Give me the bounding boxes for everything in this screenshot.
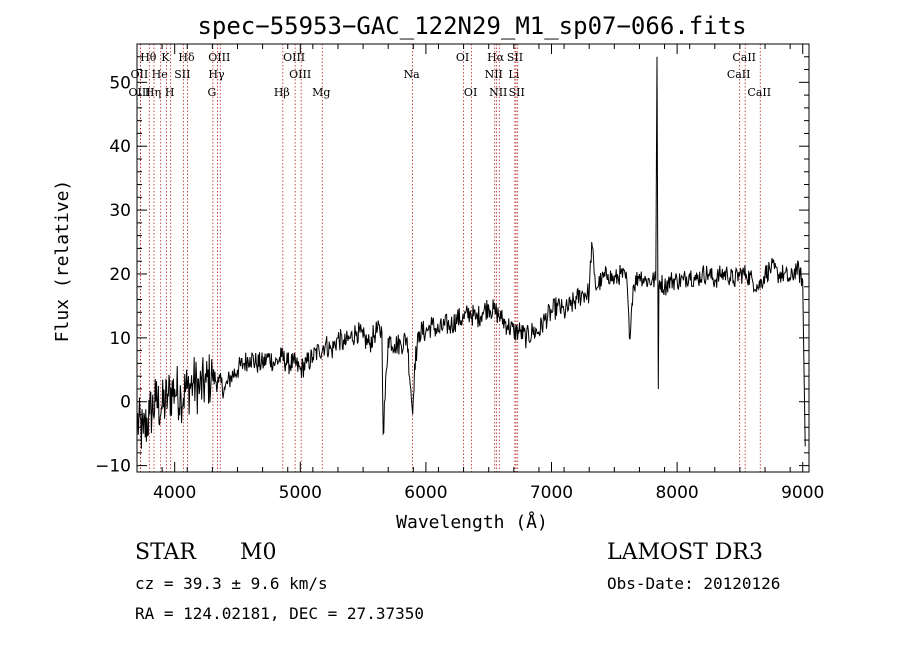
line-label: SII [509,86,525,99]
line-label: K [161,51,170,64]
line-label: NII [485,68,503,81]
x-axis-label: Wavelength (Å) [396,511,548,533]
line-label: Mg [312,86,330,99]
line-label: Hα [487,51,505,64]
line-label: Hθ [140,51,157,64]
line-label: Hγ [208,68,225,81]
y-tick-label: 0 [120,393,131,413]
line-label: NII [489,86,507,99]
chart-title: spec−55953−GAC_122N29_M1_sp07−066.fits [197,12,746,40]
line-label: Na [403,68,420,81]
object-class: STAR [135,540,196,565]
y-tick-label: 30 [109,201,131,221]
x-tick-label: 8000 [655,483,698,503]
line-label: OI [464,86,477,99]
survey-name: LAMOST DR3 [607,540,763,565]
plot-frame [136,43,810,473]
axis-ticks: 4000 5000 6000 7000 8000 9000 −10 0 10 20 30 40 50 [95,44,824,503]
x-tick-label: 4000 [153,483,196,503]
observation-date: Obs-Date: 20120126 [607,574,781,593]
line-label: CaII [732,51,756,64]
line-label: Hδ [178,51,195,64]
ra-dec: RA = 124.02181, DEC = 27.37350 [135,604,424,623]
line-label: OII [131,68,149,81]
line-label: G [207,86,216,99]
y-tick-label: 10 [109,329,131,349]
object-subclass: M0 [240,540,277,565]
y-tick-label: 40 [109,137,131,157]
line-label: Hη [145,86,161,99]
line-label: CaII [727,68,751,81]
line-label: OIII [289,68,311,81]
line-label: SII [174,68,190,81]
line-label: SII [507,51,523,64]
line-label: CaII [747,86,771,99]
x-tick-label: 9000 [781,483,824,503]
line-label: Hβ [274,86,290,99]
line-label: OIII [283,51,305,64]
y-tick-label: −10 [95,457,131,477]
line-label: He [152,68,168,81]
y-axis-label: Flux (relative) [52,180,73,343]
y-tick-label: 20 [109,265,131,285]
x-tick-label: 7000 [530,483,573,503]
x-tick-label: 6000 [404,483,447,503]
x-tick-label: 5000 [279,483,322,503]
line-label: OI [456,51,469,64]
spectrum-series [136,56,806,449]
line-label: OIII [208,51,230,64]
flux-line [136,56,806,449]
line-label: OIII [128,86,150,99]
line-label: Li [508,68,519,81]
line-label: H [165,86,175,99]
redshift-cz: cz = 39.3 ± 9.6 km/s [135,574,328,593]
y-tick-label: 50 [109,73,131,93]
